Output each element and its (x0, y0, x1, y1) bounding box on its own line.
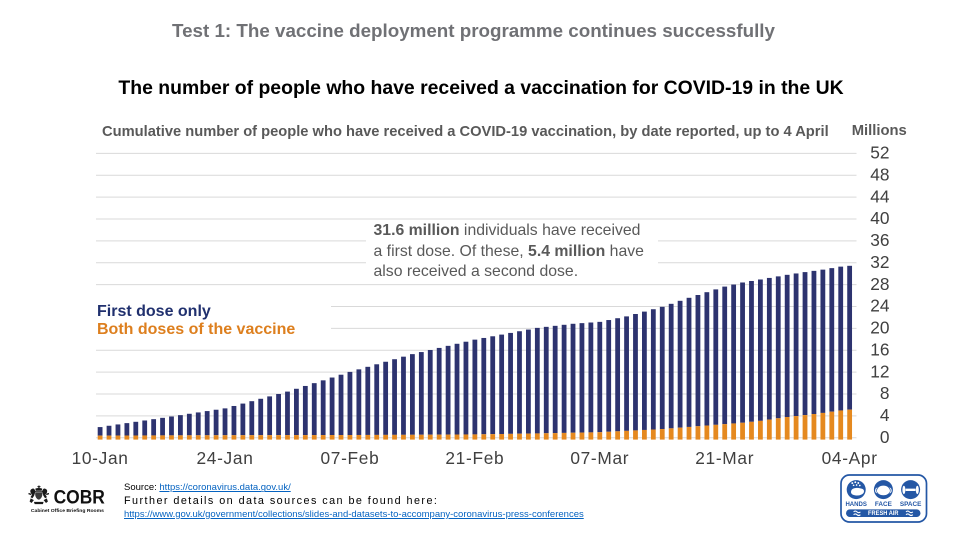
svg-text:28: 28 (870, 274, 889, 294)
svg-text:36: 36 (870, 230, 889, 250)
svg-text:20: 20 (870, 318, 889, 338)
svg-text:16: 16 (870, 339, 889, 359)
svg-text:52: 52 (870, 143, 889, 163)
svg-text:21-Mar: 21-Mar (695, 448, 754, 468)
svg-text:07-Feb: 07-Feb (320, 448, 379, 468)
svg-text:07-Mar: 07-Mar (570, 448, 629, 468)
svg-text:40: 40 (870, 208, 889, 228)
svg-text:24: 24 (870, 296, 890, 316)
svg-text:21-Feb: 21-Feb (445, 448, 504, 468)
svg-text:12: 12 (870, 361, 889, 381)
svg-text:Cabinet Office Briefing Rooms: Cabinet Office Briefing Rooms (31, 508, 104, 514)
svg-text:04-Apr: 04-Apr (822, 448, 878, 468)
svg-text:COBR: COBR (54, 487, 105, 509)
svg-text:48: 48 (870, 164, 889, 184)
svg-text:44: 44 (870, 186, 890, 206)
svg-text:FACE: FACE (875, 500, 893, 507)
svg-text:SPACE: SPACE (900, 500, 922, 507)
svg-text:10-Jan: 10-Jan (72, 448, 129, 468)
svg-text:HANDS: HANDS (845, 500, 867, 507)
svg-text:8: 8 (880, 383, 890, 403)
svg-text:FRESH AIR: FRESH AIR (868, 510, 899, 517)
svg-text:24-Jan: 24-Jan (196, 448, 253, 468)
svg-text:32: 32 (870, 252, 889, 272)
svg-text:0: 0 (880, 427, 890, 447)
svg-text:4: 4 (880, 405, 890, 425)
